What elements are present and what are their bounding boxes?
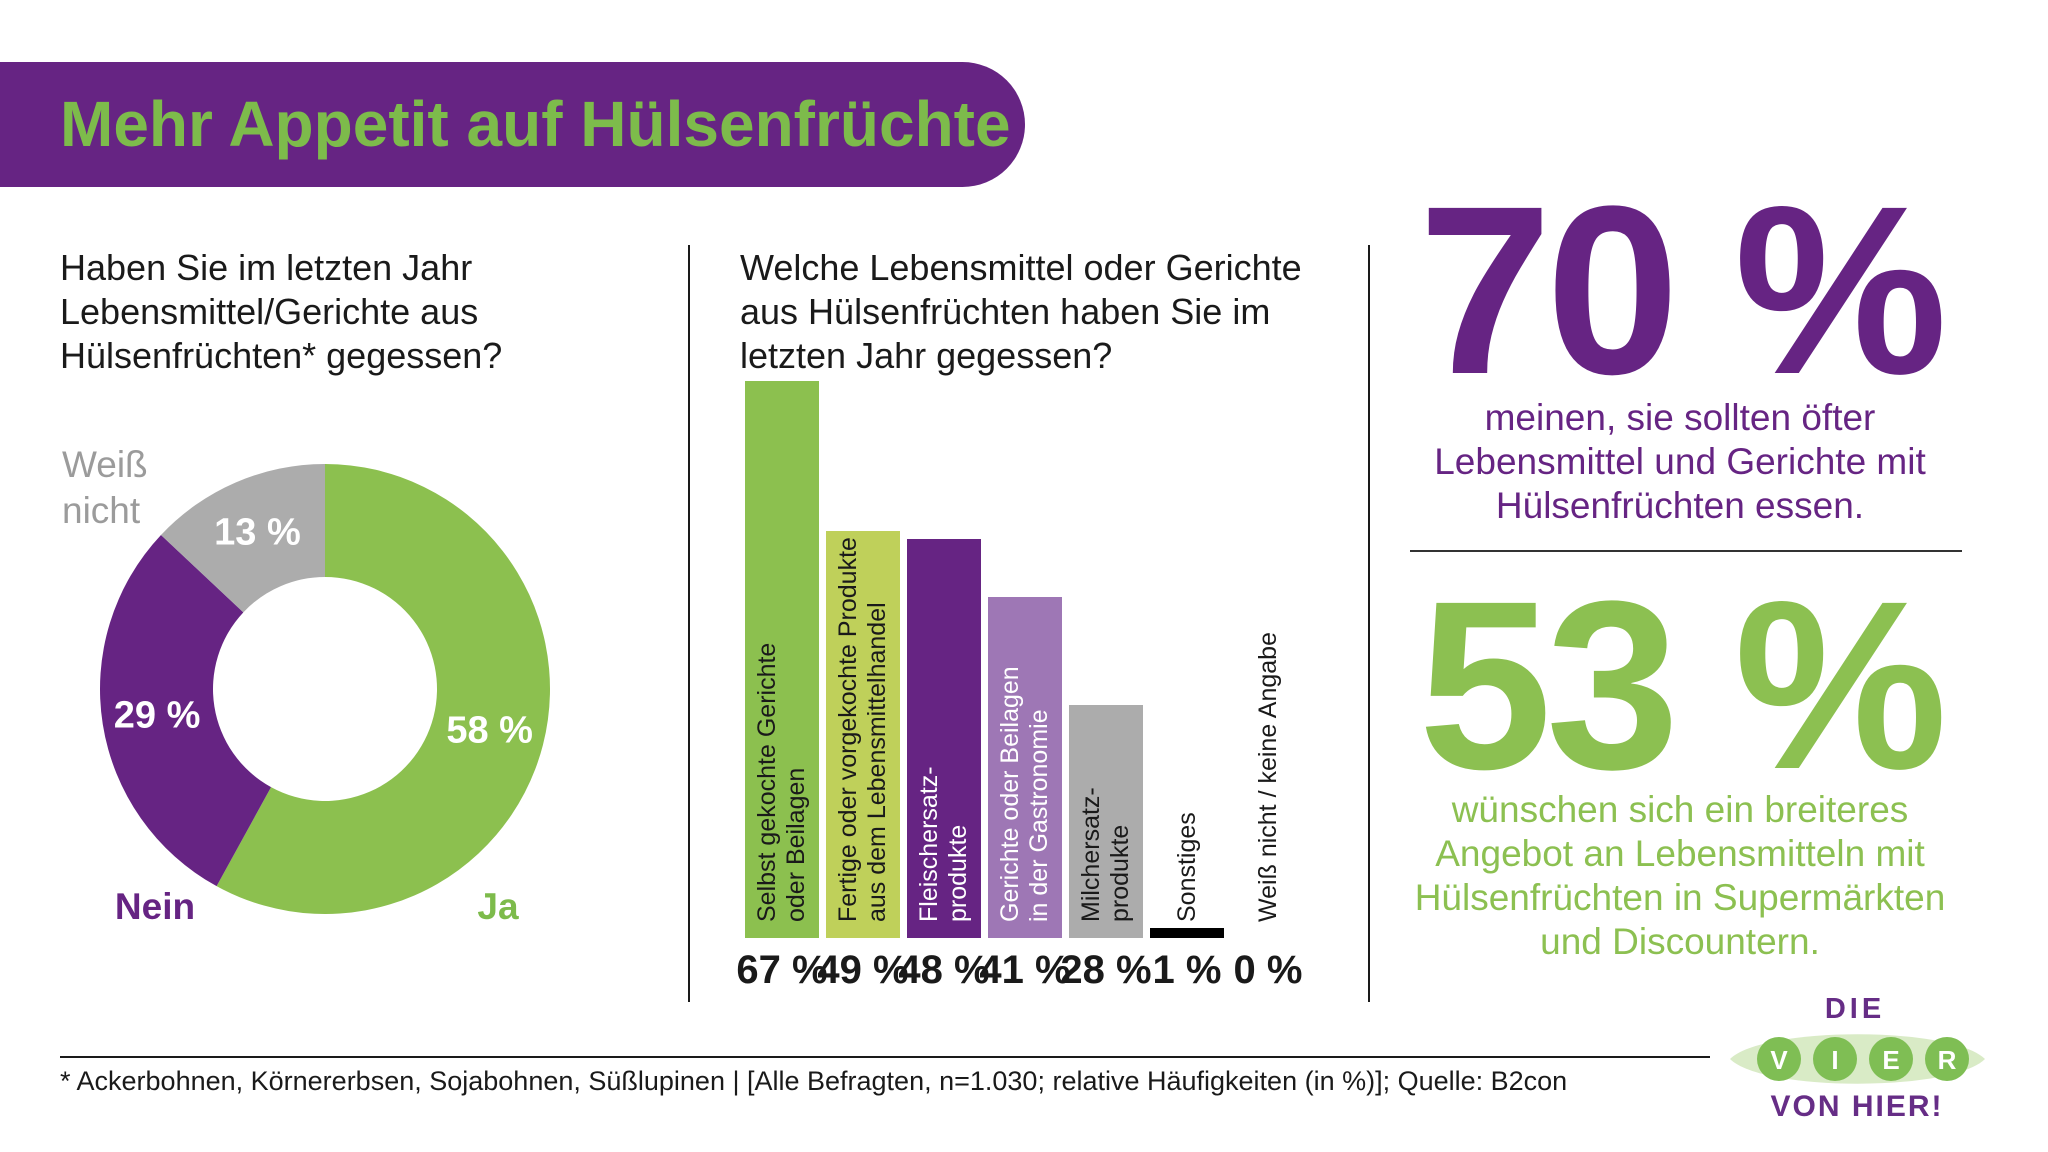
footnote-text: * Ackerbohnen, Körnererbsen, Sojabohnen,… xyxy=(60,1066,1568,1096)
page-title: Mehr Appetit auf Hülsenfrüchte xyxy=(60,88,1011,160)
pod-letter-R: R xyxy=(1938,1045,1957,1075)
header-banner: Mehr Appetit auf Hülsenfrüchte xyxy=(0,62,1025,187)
pod-circle-I xyxy=(1813,1037,1857,1081)
bar-1 xyxy=(826,530,900,938)
logo-text-die: DIE xyxy=(1824,993,1886,1025)
bar-3 xyxy=(988,597,1062,938)
bar-slot-3: Gerichte oder Beilagen in der Gastronomi… xyxy=(988,245,1062,938)
divider-right xyxy=(1368,245,1370,1002)
pod-letter-I: I xyxy=(1831,1045,1838,1075)
donut-label-ja: Ja xyxy=(477,886,519,927)
bar-label-1: Fertige oder vorgekochte Produkte aus de… xyxy=(834,537,891,922)
footnote-divider xyxy=(60,1056,1710,1058)
pod-circle-V xyxy=(1757,1037,1801,1081)
bar-label-4: Milchersatz- produkte xyxy=(1077,787,1134,922)
bar-0 xyxy=(745,381,819,938)
bar-slot-1: Fertige oder vorgekochte Produkte aus de… xyxy=(826,245,900,938)
bar-5 xyxy=(1150,928,1224,938)
pod-letter-V: V xyxy=(1770,1045,1788,1075)
donut-segment-Weiß nicht xyxy=(160,464,325,613)
stat-70-value: 70 % xyxy=(1418,156,1947,424)
donut-chart: 58 % 29 % 13 % xyxy=(99,464,550,914)
logo-text-von-hier: VON HIER! xyxy=(1770,1090,1944,1123)
bar-label-0: Selbst gekochte Gerichte oder Beilagen xyxy=(753,642,810,922)
donut-value-Ja: 58 % xyxy=(446,709,533,752)
bar-pct-3: 41 % xyxy=(979,948,1071,992)
stat-divider xyxy=(1410,550,1962,552)
bar-slot-6: Weiß nicht / keine Angabe xyxy=(1231,245,1305,938)
stat-70-text: meinen, sie sollten öfter Lebensmittel u… xyxy=(1434,397,1926,526)
donut-segment-Ja xyxy=(216,464,550,914)
bar-question: Welche Lebensmittel oder Gerichte aus Hü… xyxy=(740,247,1302,376)
bar-pct-5: 1 % xyxy=(1152,948,1222,992)
pod-letter-E: E xyxy=(1882,1045,1899,1075)
donut-question: Haben Sie im letzten Jahr Lebensmittel/G… xyxy=(60,247,503,376)
bar-label-6: Weiß nicht / keine Angabe xyxy=(1253,632,1282,922)
bar-pct-2: 48 % xyxy=(898,948,990,992)
bar-2 xyxy=(907,539,981,938)
bar-slot-0: Selbst gekochte Gerichte oder Beilagen xyxy=(745,245,819,938)
bar-slot-4: Milchersatz- produkte xyxy=(1069,245,1143,938)
stat-53-text: wünschen sich ein breiteres Angebot an L… xyxy=(1414,789,1946,962)
bar-4 xyxy=(1069,705,1143,938)
bar-pct-4: 28 % xyxy=(1060,948,1152,992)
bar-pct-1: 49 % xyxy=(817,948,909,992)
donut-value-Nein: 29 % xyxy=(113,694,201,737)
donut-segment-Nein xyxy=(99,534,272,887)
bar-slot-2: Fleischersatz- produkte xyxy=(907,245,981,938)
bar-pct-0: 67 % xyxy=(736,948,828,992)
bar-slot-5: Sonstiges xyxy=(1150,245,1224,938)
bar-label-5: Sonstiges xyxy=(1172,812,1201,922)
stat-53-value: 53 % xyxy=(1418,551,1947,819)
donut-label-weiss-nicht: Weiß nicht xyxy=(62,444,148,531)
donut-label-nein: Nein xyxy=(114,886,196,927)
pea-pod-logo-icon: V I E R xyxy=(1728,1022,1987,1096)
pod-circle-R xyxy=(1925,1037,1969,1081)
pod-circle-E xyxy=(1869,1037,1913,1081)
donut-value-Weiß nicht: 13 % xyxy=(214,511,301,554)
bar-pct-6: 0 % xyxy=(1233,948,1303,992)
bar-label-2: Fleischersatz- produkte xyxy=(915,766,972,922)
divider-left xyxy=(688,245,690,1002)
bar-label-3: Gerichte oder Beilagen in der Gastronomi… xyxy=(996,666,1053,922)
